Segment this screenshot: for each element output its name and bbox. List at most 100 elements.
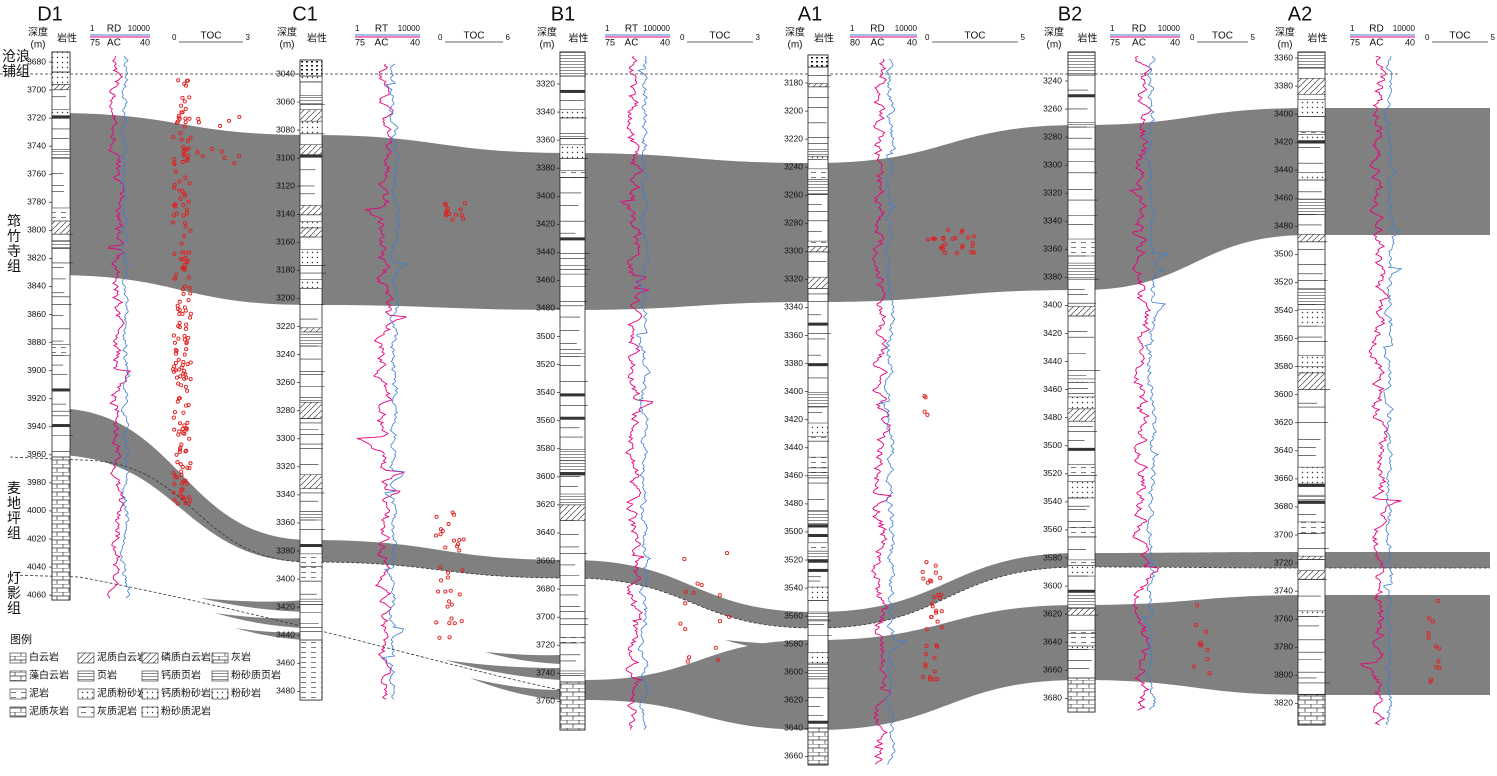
toc-point <box>181 213 186 218</box>
depth-label: 3960 <box>27 449 46 459</box>
lith-bed <box>1067 595 1096 609</box>
toc-point <box>446 522 451 527</box>
toc-point <box>184 147 189 152</box>
toc-point <box>695 581 700 586</box>
depth-label: 3400 <box>536 190 555 200</box>
toc-point <box>195 150 200 155</box>
toc-point <box>923 395 928 400</box>
well-name: C1 <box>292 3 318 25</box>
lith-bed <box>52 424 70 428</box>
depth-unit: (m) <box>1047 40 1062 51</box>
toc-point <box>185 420 190 425</box>
curve-max: 40 <box>1405 37 1415 47</box>
depth-label: 3260 <box>276 377 295 387</box>
lith-bed <box>1297 354 1326 368</box>
legend-label: 钙质页岩 <box>161 669 201 682</box>
toc-point <box>200 154 205 159</box>
toc-point <box>183 116 188 121</box>
toc-point <box>187 465 192 471</box>
lith-bed <box>560 89 585 93</box>
toc-point <box>177 447 182 452</box>
log-curve <box>1360 55 1402 726</box>
lith-header: 岩性 <box>1078 32 1098 45</box>
lith-bed <box>299 95 323 105</box>
toc-point <box>946 227 951 232</box>
toc-point <box>172 410 178 415</box>
depth-label: 3120 <box>276 180 295 190</box>
lith-bed <box>807 662 829 680</box>
depth-label: 3800 <box>27 225 46 235</box>
curve-name: RT <box>375 24 388 35</box>
toc-point <box>1199 643 1204 648</box>
lith-bed <box>51 149 71 159</box>
depth-label: 3400 <box>276 573 295 583</box>
shale-band <box>585 595 1490 730</box>
depth-label: 3620 <box>784 695 803 705</box>
toc-point <box>172 157 177 162</box>
toc-point <box>933 610 939 615</box>
curve-min: 1 <box>605 24 610 33</box>
toc-point <box>178 131 183 136</box>
depth-label: 3740 <box>1274 585 1293 595</box>
curve-name: RD <box>1132 24 1146 35</box>
toc-point <box>941 236 946 242</box>
toc-point <box>183 326 189 331</box>
lith-bed <box>807 168 829 180</box>
toc-point <box>437 635 442 640</box>
toc-point <box>455 544 460 549</box>
toc-point <box>185 388 190 393</box>
lith-bed <box>807 246 829 253</box>
toc-point <box>175 460 180 465</box>
toc-point <box>182 337 187 342</box>
depth-label: 3900 <box>27 365 46 375</box>
toc-point <box>172 276 177 281</box>
toc-point <box>226 118 232 123</box>
depth-label: 3320 <box>536 78 555 88</box>
legend-label: 藻白云岩 <box>29 669 69 682</box>
lith-bed <box>1297 521 1326 534</box>
toc-point <box>186 501 191 506</box>
toc-min: 0 <box>925 33 930 42</box>
depth-label: 3340 <box>784 302 803 312</box>
toc-point <box>232 161 237 166</box>
depth-label: 3500 <box>536 331 555 341</box>
legend-swatch <box>141 706 159 718</box>
depth-header: 深度 <box>537 26 557 39</box>
depth-label: 3040 <box>276 68 295 78</box>
depth-label: 3180 <box>784 77 803 87</box>
depth-label: 3760 <box>1274 613 1293 623</box>
depth-label: 3320 <box>276 461 295 471</box>
depth-label: 3800 <box>1274 670 1293 680</box>
depth-header: 深度 <box>277 26 297 39</box>
toc-point <box>438 565 443 570</box>
log-curve <box>871 58 892 765</box>
depth-label: 3480 <box>1043 412 1062 422</box>
well-name: A2 <box>1288 3 1312 25</box>
curve-min: 1 <box>1110 24 1115 33</box>
toc-point <box>459 619 464 624</box>
toc-point <box>1426 616 1431 621</box>
toc-point <box>1426 631 1431 636</box>
depth-label: 3400 <box>1274 108 1293 118</box>
toc-point <box>177 312 182 317</box>
lith-bed <box>807 240 829 247</box>
toc-point <box>182 284 187 289</box>
toc-point <box>182 233 187 239</box>
toc-point <box>187 95 192 100</box>
toc-point <box>180 311 185 316</box>
lith-bed <box>807 179 829 195</box>
lith-base <box>51 456 71 601</box>
toc-point <box>1436 598 1441 604</box>
depth-unit: (m) <box>788 40 803 51</box>
lith-cap <box>1297 51 1326 69</box>
depth-label: 3380 <box>1043 272 1062 282</box>
toc-point <box>175 399 180 404</box>
wedge <box>200 598 305 640</box>
toc-point <box>452 621 457 626</box>
depth-label: 3420 <box>1274 136 1293 146</box>
depth-label: 3500 <box>1274 249 1293 259</box>
lith-bed <box>1067 396 1096 410</box>
toc-point <box>181 431 186 436</box>
toc-point <box>184 375 189 380</box>
curve-min: 75 <box>355 37 365 47</box>
